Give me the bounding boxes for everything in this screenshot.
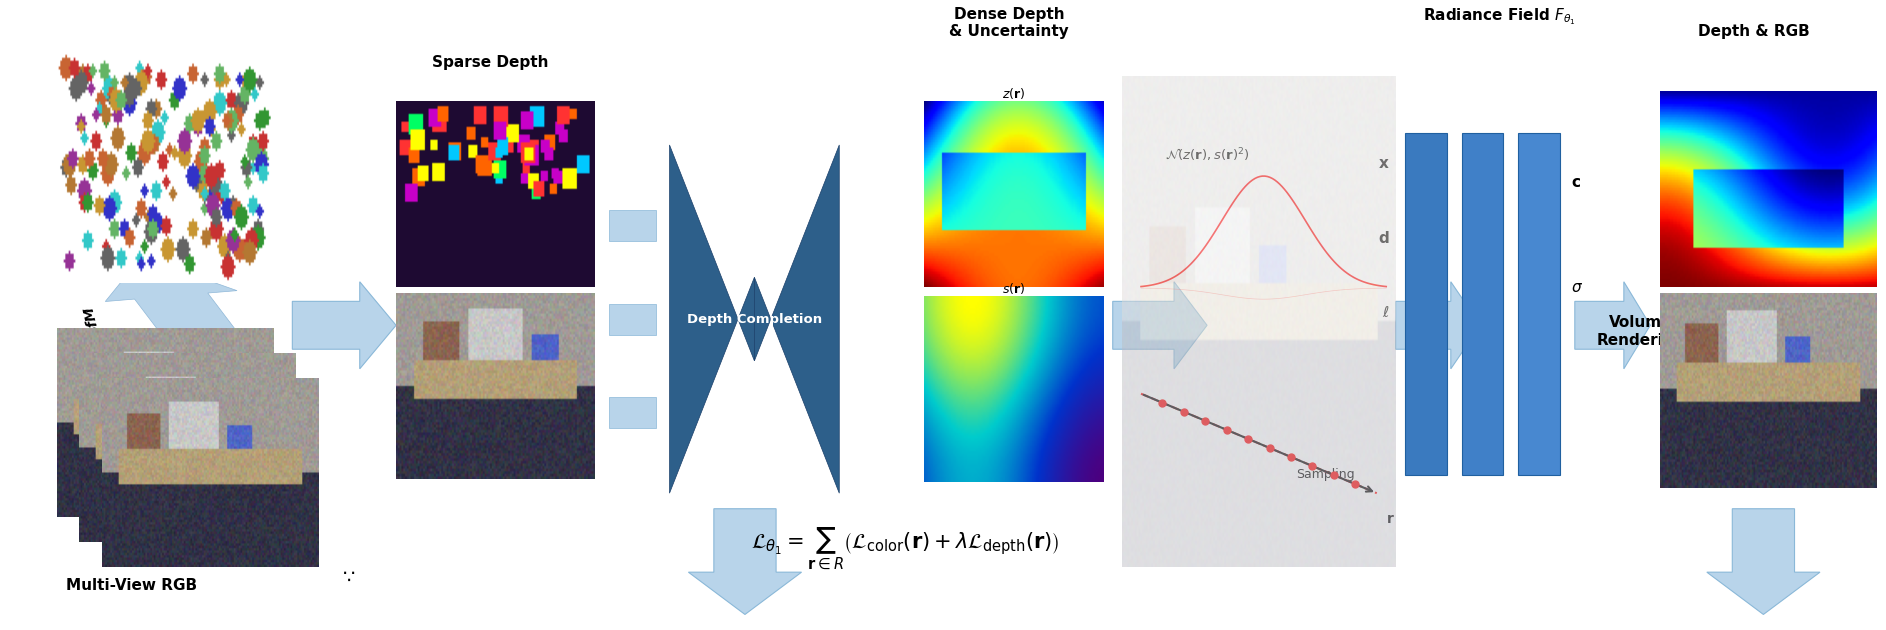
Polygon shape	[1575, 282, 1650, 369]
Text: $\mathbf{x}$: $\mathbf{x}$	[1379, 156, 1390, 171]
Text: $\mathcal{L}_{\theta_1} = \sum_{\mathbf{r}\in R}\left(\mathcal{L}_{\mathrm{color: $\mathcal{L}_{\theta_1} = \sum_{\mathbf{…	[751, 526, 1060, 572]
Polygon shape	[670, 145, 754, 493]
Text: ∵: ∵	[343, 568, 355, 587]
Text: Point
Cloud: Point Cloud	[136, 50, 185, 83]
Text: $\ell$: $\ell$	[1382, 306, 1390, 320]
FancyBboxPatch shape	[1518, 132, 1560, 474]
Text: Volume
Rendering: Volume Rendering	[1597, 315, 1684, 348]
Text: Sparse Depth: Sparse Depth	[432, 55, 549, 71]
Title: $s(\mathbf{r})$: $s(\mathbf{r})$	[1001, 281, 1026, 296]
Text: $\mathbf{d}$: $\mathbf{d}$	[1379, 230, 1390, 246]
FancyBboxPatch shape	[1405, 132, 1447, 474]
Text: $\sigma$: $\sigma$	[1571, 280, 1582, 295]
Polygon shape	[292, 282, 396, 369]
Text: Radiance Field $F_{\theta_1}$: Radiance Field $F_{\theta_1}$	[1422, 6, 1577, 27]
FancyBboxPatch shape	[609, 210, 656, 241]
Polygon shape	[688, 509, 802, 614]
Polygon shape	[1396, 282, 1481, 369]
Text: Sampling: Sampling	[1298, 468, 1356, 481]
FancyBboxPatch shape	[609, 304, 656, 335]
Text: Depth Completion: Depth Completion	[687, 312, 822, 326]
Text: $\mathbf{c}$: $\mathbf{c}$	[1571, 175, 1580, 190]
Text: $\mathcal{N}(z(\mathbf{r}), s(\mathbf{r})^2)$: $\mathcal{N}(z(\mathbf{r}), s(\mathbf{r}…	[1166, 146, 1249, 164]
Text: SfM: SfM	[81, 304, 104, 336]
FancyBboxPatch shape	[1462, 132, 1503, 474]
Title: $z(\mathbf{r})$: $z(\mathbf{r})$	[1001, 86, 1026, 101]
Polygon shape	[106, 257, 262, 372]
Text: Depth & RGB: Depth & RGB	[1697, 24, 1811, 39]
Polygon shape	[754, 145, 839, 493]
FancyBboxPatch shape	[609, 397, 656, 428]
Text: Dense Depth
& Uncertainty: Dense Depth & Uncertainty	[949, 7, 1069, 39]
Polygon shape	[1707, 509, 1820, 614]
Polygon shape	[1113, 282, 1207, 369]
Text: $\mathbf{r}$: $\mathbf{r}$	[1386, 512, 1396, 526]
Text: Multi-View RGB: Multi-View RGB	[66, 578, 198, 593]
